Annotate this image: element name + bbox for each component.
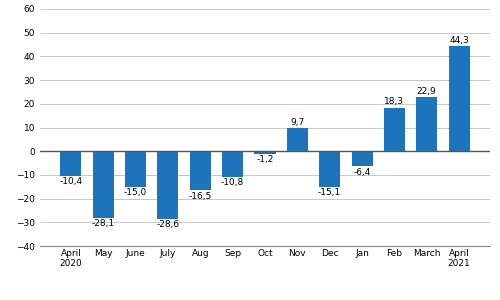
Bar xyxy=(448,46,469,151)
Text: 22,9: 22,9 xyxy=(417,86,436,95)
Text: -10,8: -10,8 xyxy=(221,178,244,187)
Text: -6,4: -6,4 xyxy=(354,168,370,177)
Bar xyxy=(319,151,340,187)
Bar xyxy=(254,151,276,154)
Text: -15,0: -15,0 xyxy=(124,188,148,197)
Bar xyxy=(158,151,178,219)
Text: -28,6: -28,6 xyxy=(156,220,180,230)
Text: -1,2: -1,2 xyxy=(256,155,274,164)
Text: 9,7: 9,7 xyxy=(290,118,304,127)
Bar xyxy=(190,151,211,190)
Bar xyxy=(416,97,437,151)
Bar xyxy=(222,151,243,177)
Bar xyxy=(287,128,308,151)
Text: -28,1: -28,1 xyxy=(92,219,115,228)
Text: -16,5: -16,5 xyxy=(188,192,212,201)
Text: 44,3: 44,3 xyxy=(449,36,469,45)
Bar xyxy=(93,151,114,218)
Text: 18,3: 18,3 xyxy=(384,98,404,106)
Text: -10,4: -10,4 xyxy=(60,177,82,186)
Text: -15,1: -15,1 xyxy=(318,188,342,197)
Bar xyxy=(60,151,82,176)
Bar xyxy=(384,108,405,151)
Bar xyxy=(125,151,146,187)
Bar xyxy=(352,151,372,166)
